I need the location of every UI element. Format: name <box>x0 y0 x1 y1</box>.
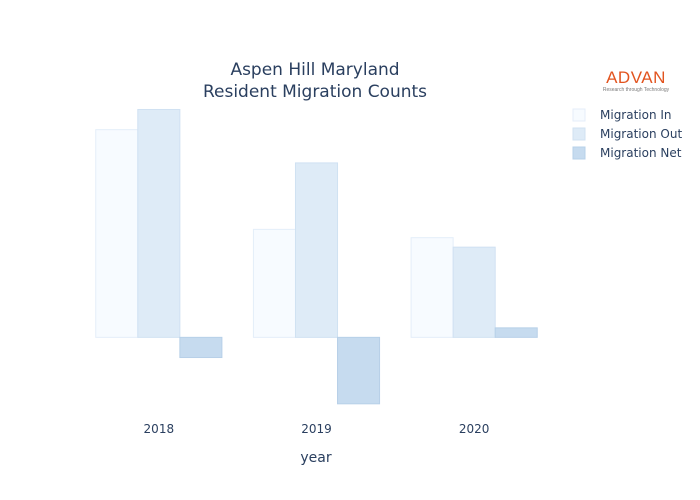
bar-migration-out-2020 <box>452 246 496 338</box>
bar-migration-in-2018 <box>95 129 139 338</box>
bar-migration-in-2020 <box>410 237 454 338</box>
logo-wordmark: ADVAN <box>606 68 666 87</box>
legend-swatch <box>572 146 586 160</box>
x-axis-ticks: 2018 2019 2020 <box>144 422 490 436</box>
x-tick-label-2019: 2019 <box>301 422 332 436</box>
x-tick-label-2018: 2018 <box>144 422 175 436</box>
chart-title-line-2: Resident Migration Counts <box>203 82 427 102</box>
legend-swatch <box>572 108 586 122</box>
legend-swatch <box>572 127 586 141</box>
bar-migration-net-2020 <box>494 327 538 338</box>
legend-label: Migration Out <box>600 127 682 141</box>
bar-migration-in-2019 <box>252 228 296 338</box>
chart-title: Aspen Hill Maryland Resident Migration C… <box>203 60 427 102</box>
logo-tagline: Research through Technology <box>603 87 670 93</box>
bar-migration-net-2018 <box>179 336 223 359</box>
bar-migration-net-2019 <box>337 336 381 405</box>
x-tick-label-2020: 2020 <box>459 422 490 436</box>
x-axis-title: year <box>300 450 331 466</box>
chart-title-line-1: Aspen Hill Maryland <box>230 60 399 80</box>
legend-label: Migration In <box>600 108 672 122</box>
plot-area <box>95 108 538 405</box>
bar-migration-out-2018 <box>137 108 181 338</box>
legend: Migration In Migration Out Migration Net <box>572 108 682 160</box>
advan-logo: ADVAN Research through Technology <box>603 68 670 93</box>
legend-item-migration-in[interactable]: Migration In <box>572 108 672 122</box>
legend-label: Migration Net <box>600 146 682 160</box>
legend-item-migration-net[interactable]: Migration Net <box>572 146 682 160</box>
legend-item-migration-out[interactable]: Migration Out <box>572 127 682 141</box>
bar-migration-out-2019 <box>294 162 339 338</box>
